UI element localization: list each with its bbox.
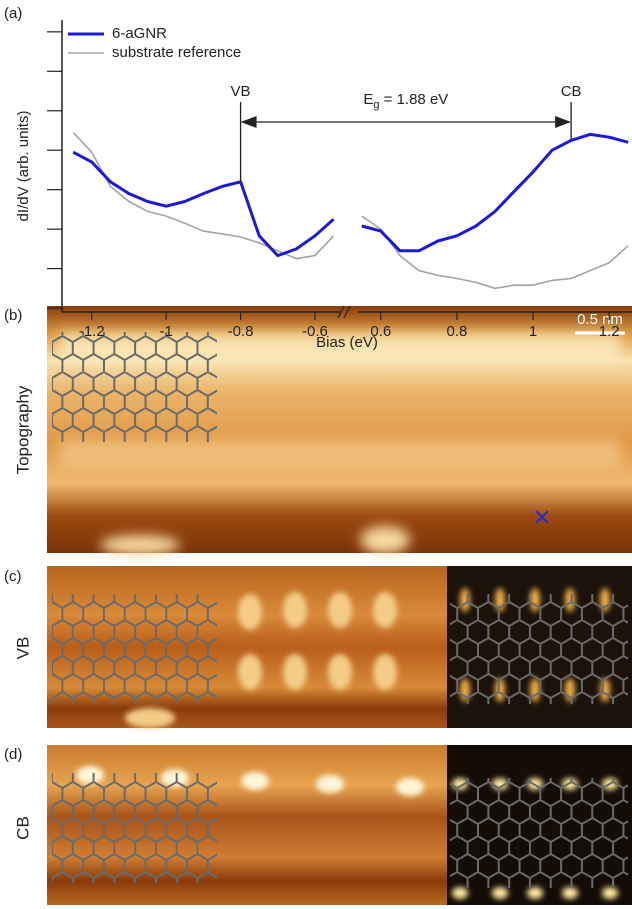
x-tick-label: 1 [529,323,537,340]
panel-label: (c) [4,568,22,585]
x-tick-label: -1 [159,323,172,340]
x-tick-label: -0.6 [302,323,328,340]
panel-label: (a) [4,5,22,22]
panel-label: (b) [4,307,22,324]
series-line [361,132,629,253]
x-tick-label: -0.8 [228,323,254,340]
gap-label-subscript: g [373,99,379,111]
arrow-head [240,116,257,128]
x-axis-label: Bias (eV) [316,334,378,351]
panel-label: (d) [4,746,22,763]
series-line [72,131,335,260]
annotation-label: VB [231,83,251,100]
vb-map-image [47,566,632,728]
series-line [361,215,629,290]
gap-label-tail: = 1.88 eV [379,91,448,108]
series-line [72,150,335,258]
x-tick-label: 1.2 [599,323,620,340]
scale-bar-label: 0.5 nm [577,311,623,328]
panel-title: Topography [13,385,32,474]
topography-image [47,306,632,555]
x-tick-label: -1.2 [79,323,105,340]
cb-map-image [47,745,632,905]
legend-label: substrate reference [112,44,241,61]
panel-title: CB [13,816,32,840]
panel-title: VB [13,637,32,660]
axis-break [337,305,351,319]
annotation-label: CB [561,83,582,100]
gap-label-main: E [363,91,373,108]
legend-label: 6-aGNR [112,25,167,42]
y-axis-label: dI/dV (arb. units) [15,111,32,222]
arrow-head [555,116,572,128]
gap-label: Eg = 1.88 eV [363,91,448,111]
x-tick-label: 0.8 [447,323,468,340]
x-tick-label: 0.6 [370,323,391,340]
